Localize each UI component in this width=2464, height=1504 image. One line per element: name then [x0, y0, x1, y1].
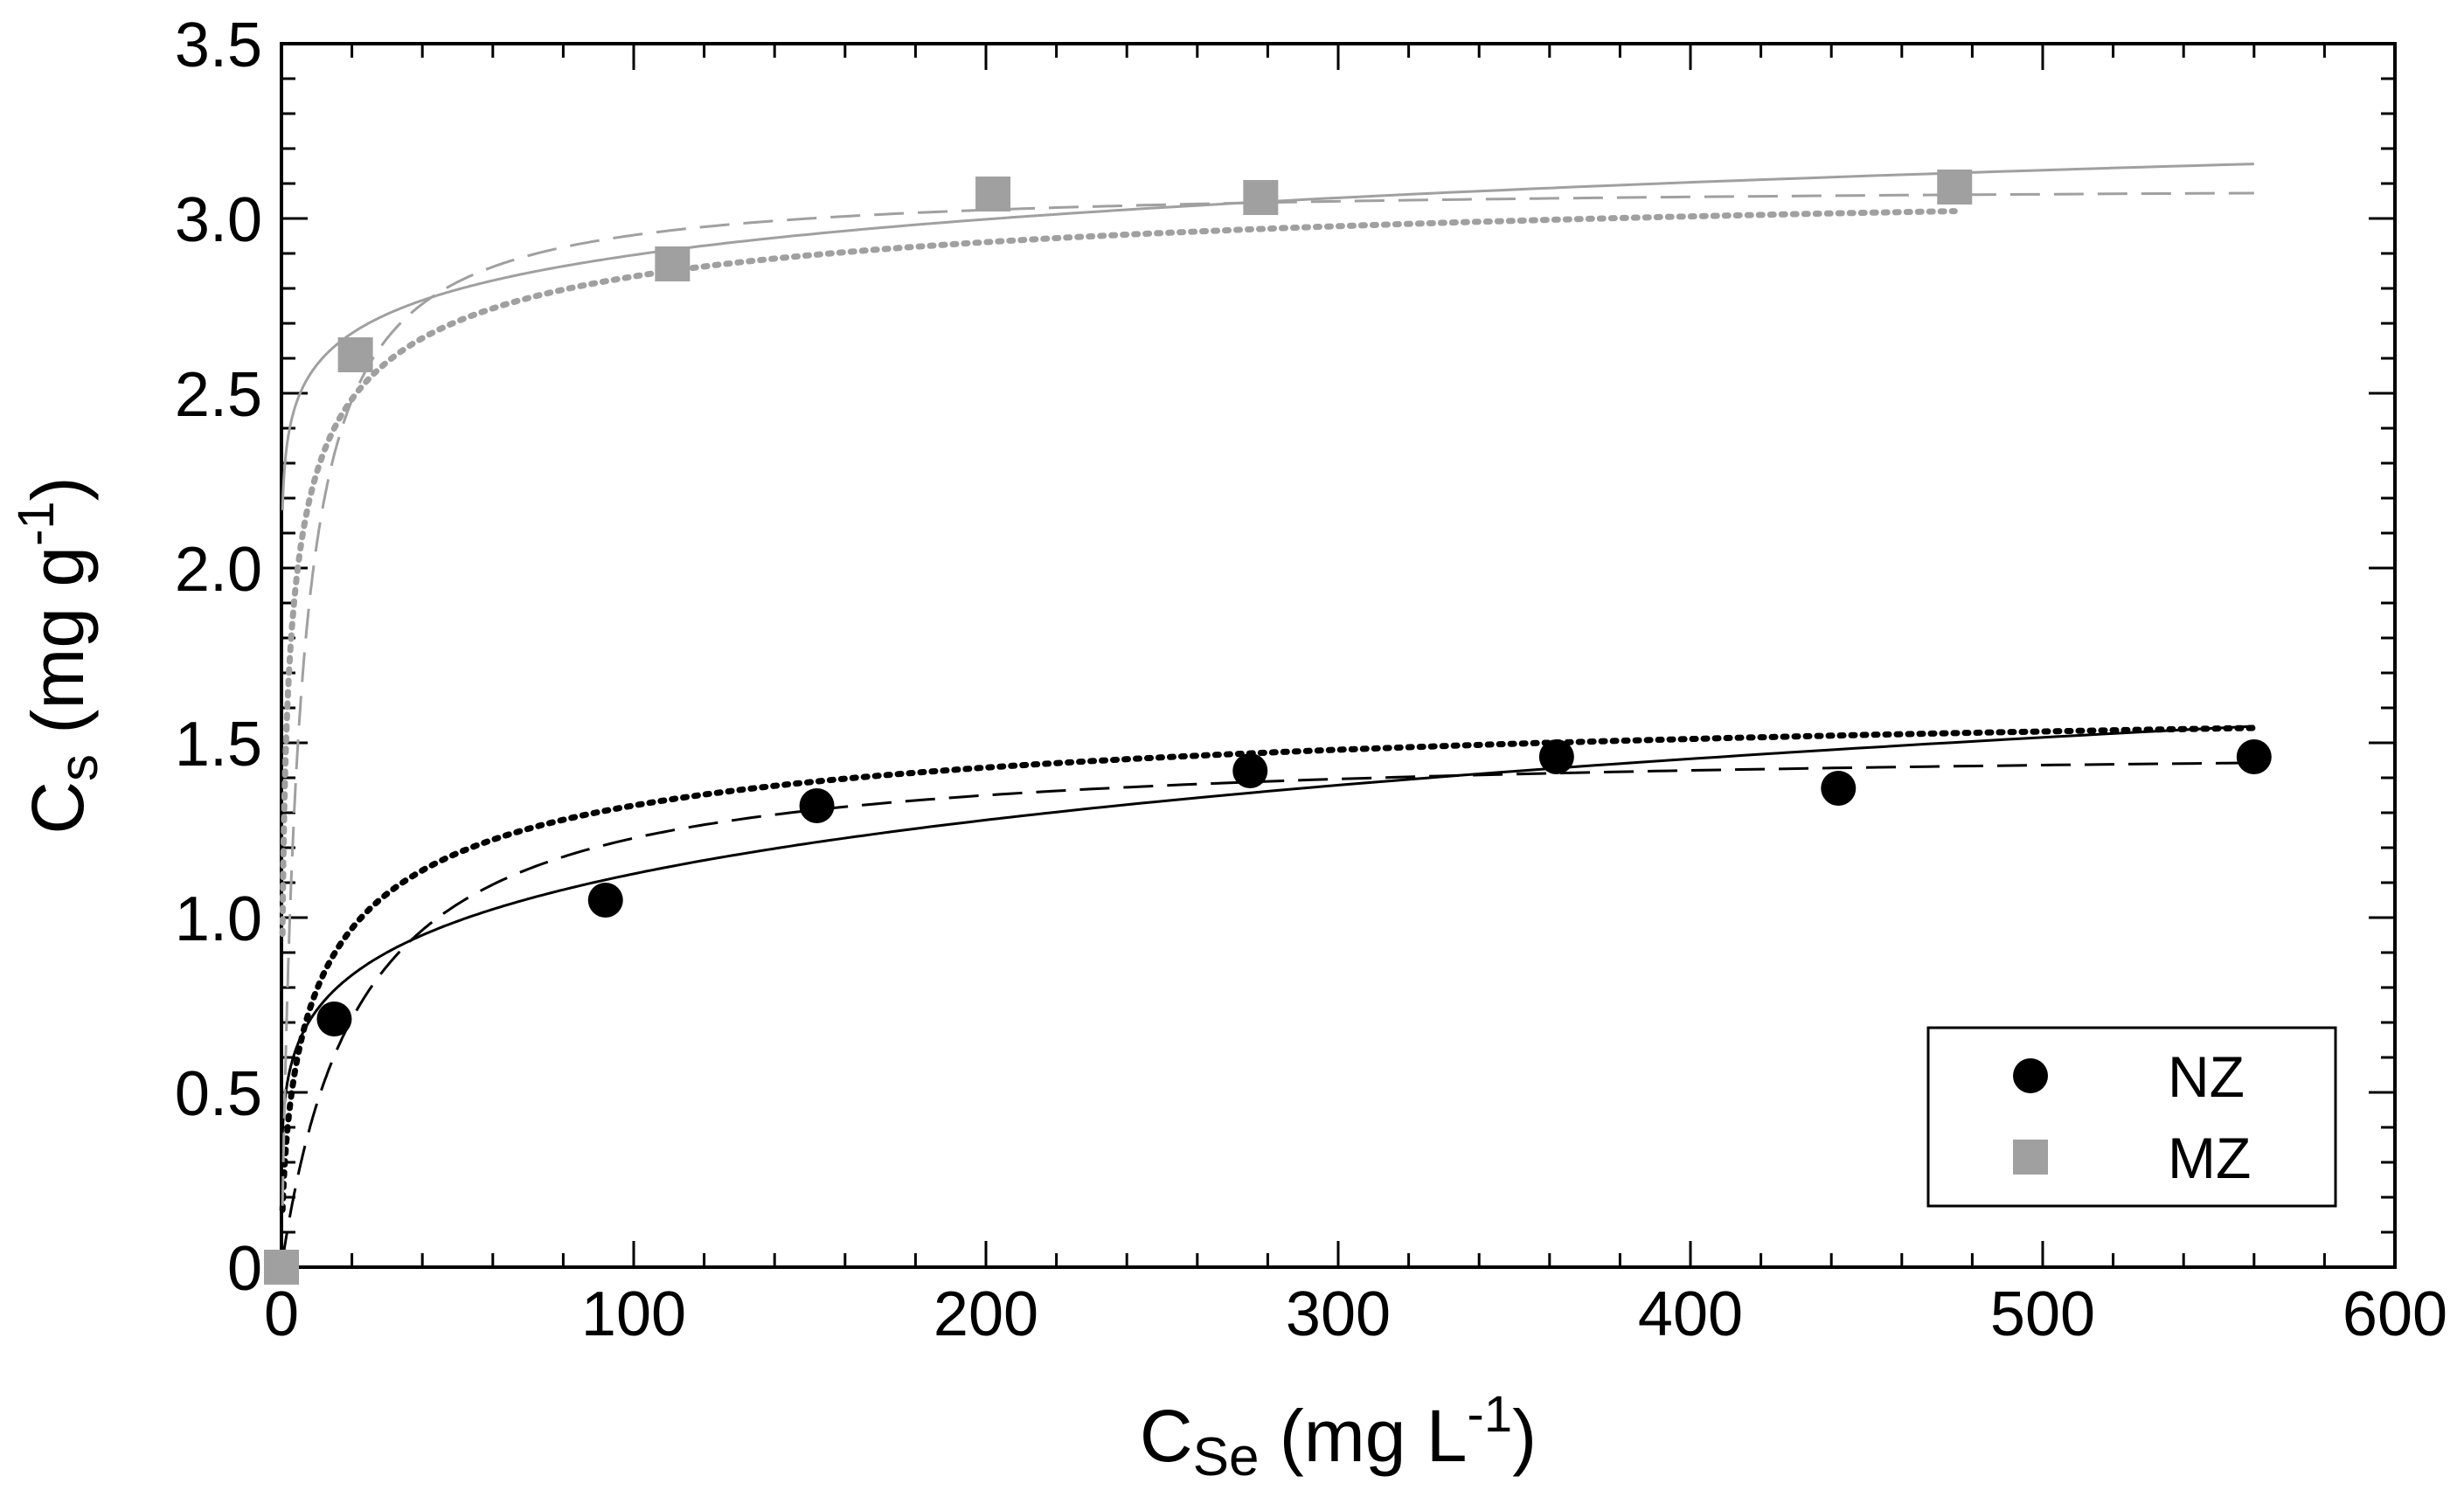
- fit-curve-mz-langmuir: [281, 191, 2254, 1206]
- point-nz: [1821, 771, 1857, 806]
- point-nz: [2236, 739, 2272, 774]
- point-mz: [1243, 180, 1279, 215]
- x-axis-title-sub: Se: [1193, 1427, 1260, 1487]
- y-axis-title-sub: s: [49, 754, 109, 781]
- legend: NZ MZ: [1926, 1026, 2337, 1208]
- point-nz: [1538, 739, 1574, 774]
- y-axis-title-group: Cs (mg g-1): [8, 476, 109, 834]
- legend-label-mz: MZ: [2168, 1126, 2251, 1190]
- y-tick-label: 3.0: [175, 185, 262, 255]
- point-mz: [337, 337, 373, 372]
- data-points: [264, 170, 2272, 1285]
- point-mz: [264, 1250, 299, 1285]
- y-tick-label: 3.5: [175, 10, 262, 80]
- point-nz: [799, 788, 835, 823]
- y-axis-title: Cs (mg g-1): [8, 476, 109, 834]
- point-mz: [655, 246, 691, 281]
- y-tick-label: 2.5: [175, 360, 262, 430]
- y-tick-label: 1.5: [175, 710, 262, 780]
- y-tick-label: 0.5: [175, 1059, 262, 1129]
- x-tick-label: 300: [1286, 1279, 1391, 1349]
- point-nz: [316, 1002, 352, 1036]
- x-axis-ticks: 0 100 200 300 400 500 600: [264, 44, 2447, 1349]
- y-tick-label: 0: [227, 1234, 262, 1304]
- x-axis-title-exponent: -1: [1468, 1386, 1513, 1443]
- y-axis-title-main: C: [17, 781, 99, 835]
- point-nz: [587, 883, 623, 918]
- y-tick-label: 1.0: [175, 884, 262, 954]
- point-nz: [1232, 753, 1268, 788]
- legend-box: [1926, 1026, 2337, 1208]
- x-tick-label: 100: [581, 1279, 686, 1349]
- legend-marker-mz: [2013, 1140, 2048, 1175]
- x-tick-label: 0: [264, 1279, 299, 1349]
- point-mz: [1937, 170, 1973, 204]
- x-tick-label: 600: [2343, 1279, 2447, 1349]
- x-axis-title-main: C: [1140, 1395, 1193, 1477]
- y-axis-title-exponent: -1: [8, 501, 65, 546]
- y-axis-ticks: 0 0.5 1.0 1.5 2.0 2.5 3.0 3.5: [175, 10, 2395, 1304]
- point-mz: [975, 177, 1011, 211]
- y-axis-title-close: ): [17, 476, 99, 501]
- x-axis-title-close: ): [1512, 1395, 1537, 1477]
- y-axis-title-units: (mg g: [17, 546, 99, 754]
- x-axis-title-units: (mg L: [1259, 1395, 1467, 1477]
- y-tick-label: 2.0: [175, 535, 262, 605]
- x-axis-title: CSe (mg L-1): [1140, 1386, 1537, 1487]
- fit-curve-nz-langmuir: [281, 761, 2254, 1261]
- x-tick-label: 500: [1990, 1279, 2095, 1349]
- fit-curve-nz-langmuir-freundlich: [279, 724, 2258, 1213]
- fit-curve-mz-langmuir-freundlich: [279, 208, 1958, 938]
- legend-marker-nz: [2013, 1058, 2048, 1093]
- legend-label-nz: NZ: [2168, 1044, 2245, 1109]
- x-tick-label: 200: [934, 1279, 1038, 1349]
- fit-curve-mz-freundlich: [281, 163, 2254, 510]
- fit-curves: [279, 163, 2258, 1261]
- x-tick-label: 400: [1638, 1279, 1743, 1349]
